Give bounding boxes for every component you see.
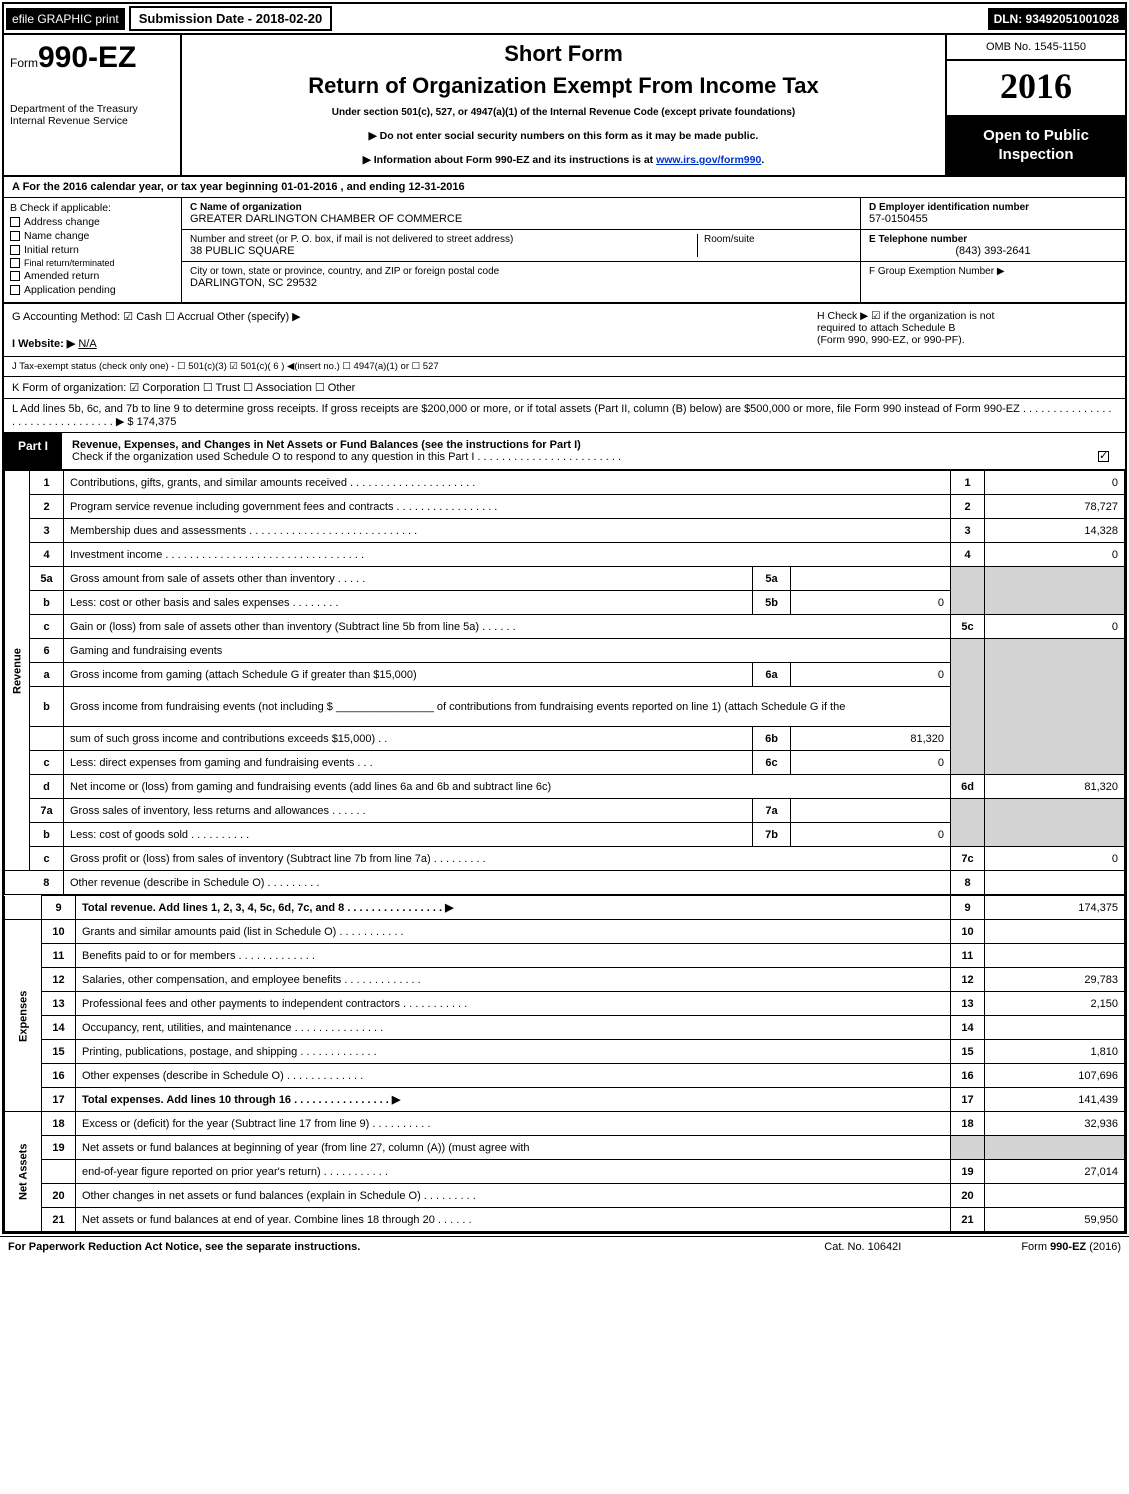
netassets-label: Net Assets xyxy=(5,1112,42,1232)
revenue-label: Revenue xyxy=(5,471,30,871)
footer-catno: Cat. No. 10642I xyxy=(824,1241,901,1253)
street-label: Number and street (or P. O. box, if mail… xyxy=(190,234,697,245)
block-bcdef: B Check if applicable: Address change Na… xyxy=(4,198,1125,305)
note-info-post: . xyxy=(761,154,764,166)
line-k: K Form of organization: ☑ Corporation ☐ … xyxy=(4,377,1125,399)
street-address: 38 PUBLIC SQUARE xyxy=(190,245,697,257)
section-b: B Check if applicable: Address change Na… xyxy=(4,198,182,303)
header-center: Short Form Return of Organization Exempt… xyxy=(182,35,947,175)
financial-table: Revenue 1Contributions, gifts, grants, a… xyxy=(4,470,1125,895)
form-number: 990-EZ xyxy=(38,41,136,74)
footer-notice: For Paperwork Reduction Act Notice, see … xyxy=(8,1241,824,1253)
note-info-pre: ▶ Information about Form 990-EZ and its … xyxy=(363,154,656,166)
note-ssn: ▶ Do not enter social security numbers o… xyxy=(192,130,935,142)
efile-print-button[interactable]: efile GRAPHIC print xyxy=(6,8,125,30)
short-form-title: Short Form xyxy=(192,41,935,67)
part-1-header: Part I Revenue, Expenses, and Changes in… xyxy=(4,433,1125,470)
line-g: G Accounting Method: ☑ Cash ☐ Accrual Ot… xyxy=(12,310,817,323)
subtitle: Under section 501(c), 527, or 4947(a)(1)… xyxy=(192,107,935,118)
website-value: N/A xyxy=(78,338,96,350)
top-bar: efile GRAPHIC print Submission Date - 20… xyxy=(4,4,1125,35)
c-label: C Name of organization xyxy=(190,202,852,213)
chk-address-change[interactable]: Address change xyxy=(10,216,175,228)
chk-name-change[interactable]: Name change xyxy=(10,230,175,242)
telephone: (843) 393-2641 xyxy=(869,245,1117,257)
room-suite: Room/suite xyxy=(697,234,852,257)
section-d: D Employer identification number 57-0150… xyxy=(861,198,1125,230)
line-i: I Website: ▶ N/A xyxy=(12,337,817,350)
row-gh: G Accounting Method: ☑ Cash ☐ Accrual Ot… xyxy=(4,304,1125,357)
schedule-o-checkbox[interactable] xyxy=(1098,451,1109,462)
form-prefix: Form xyxy=(10,56,38,70)
irs-link[interactable]: www.irs.gov/form990 xyxy=(656,154,761,166)
page-footer: For Paperwork Reduction Act Notice, see … xyxy=(0,1236,1129,1257)
section-f: F Group Exemption Number ▶ xyxy=(861,262,1125,281)
chk-final-return[interactable]: Final return/terminated xyxy=(10,258,175,269)
submission-date: Submission Date - 2018-02-20 xyxy=(129,6,333,31)
b-label: B Check if applicable: xyxy=(10,202,175,214)
section-def: D Employer identification number 57-0150… xyxy=(860,198,1125,303)
part-1-title: Revenue, Expenses, and Changes in Net As… xyxy=(62,433,1125,469)
note-info: ▶ Information about Form 990-EZ and its … xyxy=(192,154,935,166)
tax-year: 2016 xyxy=(947,61,1125,117)
section-c: C Name of organization GREATER DARLINGTO… xyxy=(182,198,860,303)
chk-amended-return[interactable]: Amended return xyxy=(10,270,175,282)
form-page: efile GRAPHIC print Submission Date - 20… xyxy=(2,2,1127,1234)
chk-initial-return[interactable]: Initial return xyxy=(10,244,175,256)
city-label: City or town, state or province, country… xyxy=(190,266,852,277)
header-right: OMB No. 1545-1150 2016 Open to Public In… xyxy=(947,35,1125,175)
open-to-public: Open to Public Inspection xyxy=(947,117,1125,175)
section-e: E Telephone number (843) 393-2641 xyxy=(861,230,1125,262)
dept-treasury: Department of the Treasury xyxy=(10,103,174,115)
omb-number: OMB No. 1545-1150 xyxy=(947,35,1125,61)
city-state-zip: DARLINGTON, SC 29532 xyxy=(190,277,852,289)
financial-table-2: 9Total revenue. Add lines 1, 2, 3, 4, 5c… xyxy=(4,895,1125,1232)
footer-formref: Form 990-EZ (2016) xyxy=(1021,1241,1121,1253)
dln: DLN: 93492051001028 xyxy=(988,8,1125,30)
return-title: Return of Organization Exempt From Incom… xyxy=(192,73,935,99)
line-a: A For the 2016 calendar year, or tax yea… xyxy=(4,177,1125,198)
expenses-label: Expenses xyxy=(5,920,42,1112)
org-name: GREATER DARLINGTON CHAMBER OF COMMERCE xyxy=(190,213,852,225)
dept-irs: Internal Revenue Service xyxy=(10,115,174,127)
header-left: Form990-EZ Department of the Treasury In… xyxy=(4,35,182,175)
chk-application-pending[interactable]: Application pending xyxy=(10,284,175,296)
line-j: J Tax-exempt status (check only one) - ☐… xyxy=(4,357,1125,377)
part-1-tag: Part I xyxy=(4,433,62,469)
section-h: H Check ▶ ☑ if the organization is not r… xyxy=(817,310,1117,350)
ein: 57-0150455 xyxy=(869,213,1117,225)
header: Form990-EZ Department of the Treasury In… xyxy=(4,35,1125,177)
line-l: L Add lines 5b, 6c, and 7b to line 9 to … xyxy=(4,399,1125,433)
